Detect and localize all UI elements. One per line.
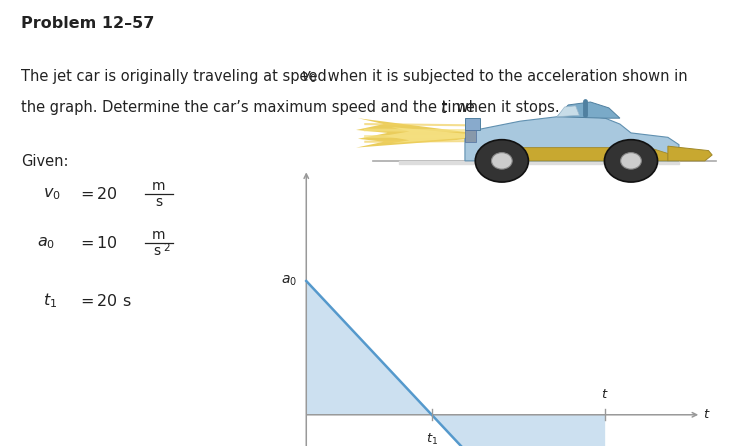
Polygon shape [668, 146, 712, 161]
Polygon shape [465, 130, 476, 142]
Text: Given:: Given: [21, 154, 68, 169]
Text: m: m [152, 228, 165, 242]
Text: $v_0$: $v_0$ [43, 186, 61, 202]
Text: The jet car is originally traveling at speed: The jet car is originally traveling at s… [21, 69, 326, 84]
Polygon shape [306, 281, 432, 415]
Text: $= 20$: $= 20$ [77, 186, 118, 202]
Polygon shape [557, 102, 620, 118]
Text: $v_0$: $v_0$ [301, 69, 317, 85]
Polygon shape [483, 148, 668, 161]
Circle shape [475, 140, 528, 182]
Polygon shape [557, 106, 579, 117]
Text: $= 20$ s: $= 20$ s [77, 293, 132, 309]
Text: $t$: $t$ [440, 100, 448, 116]
Text: Problem 12–57: Problem 12–57 [21, 16, 154, 31]
Text: when it is subjected to the acceleration shown in: when it is subjected to the acceleration… [323, 69, 688, 84]
Text: the graph. Determine the car’s maximum speed and the time: the graph. Determine the car’s maximum s… [21, 100, 479, 116]
Polygon shape [432, 415, 605, 446]
Text: $a_0$: $a_0$ [37, 235, 55, 251]
Text: $t$: $t$ [703, 408, 711, 421]
Text: m: m [152, 179, 165, 194]
Text: 2: 2 [163, 244, 170, 253]
Text: when it stops.: when it stops. [452, 100, 559, 116]
Text: $t$: $t$ [601, 388, 609, 401]
Circle shape [621, 153, 641, 169]
Text: $a_0$: $a_0$ [281, 274, 297, 288]
Text: $= 10$: $= 10$ [77, 235, 118, 251]
Text: s: s [154, 244, 161, 258]
Text: $t_1$: $t_1$ [426, 432, 438, 446]
Circle shape [492, 153, 512, 169]
Polygon shape [465, 118, 480, 130]
Circle shape [604, 140, 658, 182]
Polygon shape [384, 127, 472, 143]
Text: s: s [155, 194, 162, 209]
Polygon shape [465, 115, 679, 161]
Polygon shape [356, 118, 472, 148]
Text: $t_1$: $t_1$ [44, 292, 58, 310]
